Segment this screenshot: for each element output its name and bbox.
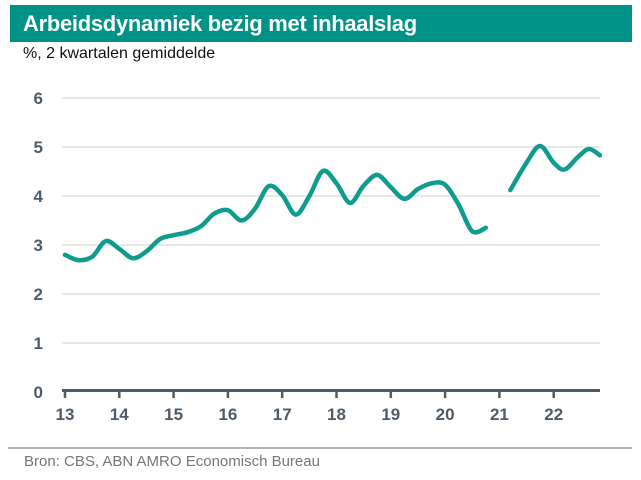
y-axis-label: 6: [34, 89, 43, 108]
chart-subtitle: %, 2 kwartalen gemiddelde: [23, 45, 216, 62]
y-axis-label: 0: [34, 383, 43, 402]
chart-title-bar: Arbeidsdynamiek bezig met inhaalslag: [10, 5, 632, 42]
x-axis-label: 22: [544, 405, 563, 424]
x-axis-label: 20: [436, 405, 455, 424]
series-line: [508, 143, 603, 193]
series-line: [62, 168, 489, 263]
source-note: Bron: CBS, ABN AMRO Economisch Bureau: [24, 453, 320, 470]
x-axis-label: 16: [218, 405, 237, 424]
x-axis-label: 18: [327, 405, 346, 424]
y-axis-label: 3: [34, 236, 43, 255]
x-axis-label: 13: [56, 405, 75, 424]
y-axis-label: 1: [34, 334, 43, 353]
x-axis-label: 21: [490, 405, 509, 424]
x-axis-label: 19: [381, 405, 400, 424]
chart-title: Arbeidsdynamiek bezig met inhaalslag: [23, 10, 417, 36]
x-axis-label: 15: [164, 405, 183, 424]
y-axis-label: 2: [34, 285, 43, 304]
y-axis-label: 5: [34, 138, 43, 157]
y-axis-label: 4: [34, 187, 44, 206]
footer-divider: [8, 447, 632, 449]
x-axis-label: 17: [273, 405, 292, 424]
line-chart: 0 1 2 3 4 5 6 13 14 15 16 17 18 19 20 21 22: [34, 89, 603, 424]
x-axis-label: 14: [110, 405, 129, 424]
